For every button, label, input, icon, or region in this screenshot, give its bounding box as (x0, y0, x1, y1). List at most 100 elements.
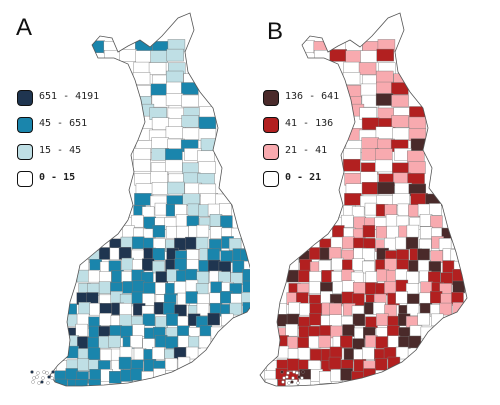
municipality-region (196, 303, 210, 316)
municipality-region (119, 303, 132, 316)
municipality-region (430, 215, 443, 228)
municipality-region (198, 335, 212, 349)
municipality-region (387, 356, 401, 370)
municipality-region (395, 236, 408, 250)
island-region (37, 381, 41, 385)
municipality-region (410, 193, 428, 206)
municipality-region (288, 302, 301, 315)
island-region (296, 381, 300, 385)
municipality-region (362, 346, 375, 360)
municipality-region (387, 335, 401, 348)
municipality-region (197, 150, 215, 164)
municipality-region (219, 203, 232, 216)
municipality-region (185, 268, 198, 282)
municipality-region (343, 158, 361, 172)
municipality-region (375, 126, 394, 139)
island-region (291, 376, 295, 380)
municipality-region (119, 49, 138, 62)
map-panel-a: A 651 - 4191 45 - 651 15 - 45 0 - 15 (16, 12, 250, 387)
panel-label-b: B (267, 18, 284, 45)
island-region (35, 375, 39, 379)
municipality-region (133, 158, 151, 172)
municipality-region (342, 280, 355, 294)
municipality-region (164, 358, 178, 371)
municipality-region (198, 161, 216, 174)
municipality-region (108, 335, 121, 348)
municipality-region (121, 257, 134, 271)
municipality-region (385, 214, 399, 227)
municipality-region (376, 313, 389, 326)
municipality-region (155, 335, 168, 348)
municipality-region (308, 247, 322, 260)
municipality-region (181, 115, 199, 128)
municipality-region (392, 127, 410, 141)
municipality-region (375, 148, 393, 161)
municipality-region (429, 203, 442, 216)
island-region (36, 371, 40, 375)
municipality-region (150, 83, 169, 97)
municipality-region (360, 171, 378, 184)
country-outline (49, 12, 250, 387)
municipality-region (99, 348, 113, 362)
municipality-region (391, 115, 409, 128)
municipality-region (152, 248, 165, 261)
municipality-region (152, 260, 165, 274)
municipality-region (408, 116, 427, 130)
municipality-region (55, 378, 68, 386)
island-region (297, 375, 301, 379)
municipality-region (132, 280, 145, 294)
municipality-region (131, 236, 145, 249)
municipality-region (150, 171, 168, 184)
legend-label: 136 - 641 (285, 91, 340, 102)
municipality-region (405, 283, 419, 296)
municipality-region (131, 214, 144, 228)
municipality-region (361, 137, 379, 150)
municipality-region (439, 302, 452, 316)
municipality-layer (54, 38, 250, 386)
municipality-region (174, 258, 187, 271)
municipality-region (430, 250, 443, 263)
municipality-region (182, 127, 200, 141)
municipality-region (364, 202, 378, 216)
municipality-region (119, 314, 132, 327)
municipality-region (373, 302, 386, 315)
municipality-region (185, 346, 199, 360)
municipality-region (408, 161, 426, 174)
municipality-region (405, 237, 419, 250)
municipality-region (341, 236, 355, 249)
municipality-region (181, 94, 199, 108)
municipality-region (365, 271, 379, 284)
municipality-region (135, 50, 153, 63)
municipality-region (417, 248, 430, 261)
municipality-region (155, 316, 168, 329)
municipality-region (319, 371, 332, 384)
municipality-region (308, 281, 322, 294)
municipality-region (344, 193, 362, 206)
municipality-region (406, 303, 420, 316)
municipality-region (165, 126, 184, 139)
municipality-region (220, 215, 233, 228)
municipality-region (341, 214, 354, 228)
municipality-region (209, 214, 223, 227)
municipality-region (165, 159, 183, 173)
municipality-region (134, 193, 152, 206)
municipality-region (200, 193, 218, 206)
municipality-region (297, 347, 311, 361)
municipality-region (152, 225, 166, 238)
municipality-region (408, 335, 422, 349)
municipality-region (331, 257, 344, 271)
municipality-region (452, 280, 465, 294)
municipality-region (195, 283, 209, 296)
municipality-region (185, 236, 198, 250)
municipality-region (122, 225, 135, 238)
municipality-region (340, 368, 353, 381)
municipality-region (130, 335, 143, 348)
municipality-region (361, 182, 380, 195)
municipality-region (391, 94, 409, 108)
municipality-region (375, 159, 393, 173)
municipality-region (353, 282, 366, 295)
municipality-region (220, 250, 233, 263)
municipality-region (87, 337, 100, 350)
municipality-region (148, 62, 167, 75)
municipality-region (407, 150, 425, 164)
